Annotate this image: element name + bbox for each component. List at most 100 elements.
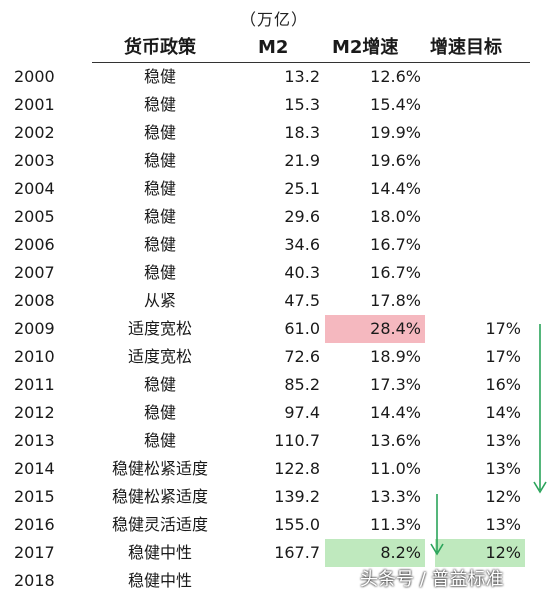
policy-cell: 适度宽松	[127, 347, 192, 366]
table-row: 2004 稳健 25.1 14.4%	[0, 175, 555, 203]
m2-cell: 47.5	[284, 291, 320, 310]
growth-cell: 8.2%	[325, 539, 425, 567]
policy-cell: 稳健灵活适度	[111, 515, 208, 534]
m2-cell: 15.3	[284, 95, 320, 114]
m2-cell: 110.7	[274, 431, 320, 450]
table-row: 2012 稳健 97.4 14.4% 14%	[0, 399, 555, 427]
growth-cell: 11.3%	[370, 515, 421, 534]
growth-cell: 12.6%	[370, 67, 421, 86]
growth-cell: 13.3%	[370, 487, 421, 506]
table-row: 2001 稳健 15.3 15.4%	[0, 91, 555, 119]
year-cell: 2016	[14, 515, 55, 534]
table-row: 2014 稳健松紧适度 122.8 11.0% 13%	[0, 455, 555, 483]
growth-cell: 17.3%	[370, 375, 421, 394]
column-header-growth: M2增速	[332, 37, 399, 58]
policy-cell: 稳健	[143, 151, 176, 170]
m2-cell: 34.6	[284, 235, 320, 254]
target-cell: 17%	[485, 347, 521, 366]
m2-cell: 155.0	[274, 515, 320, 534]
growth-cell: 18.0%	[370, 207, 421, 226]
m2-cell: 40.3	[284, 263, 320, 282]
growth-cell: 14.4%	[370, 179, 421, 198]
m2-cell: 21.9	[284, 151, 320, 170]
table-row: 2015 稳健松紧适度 139.2 13.3% 12%	[0, 483, 555, 511]
table-row: 2016 稳健灵活适度 155.0 11.3% 13%	[0, 511, 555, 539]
year-cell: 2014	[14, 459, 55, 478]
target-cell: 17%	[485, 319, 521, 338]
table-row: 2011 稳健 85.2 17.3% 16%	[0, 371, 555, 399]
policy-cell: 稳健中性	[127, 571, 192, 590]
growth-cell: 28.4%	[325, 315, 425, 343]
policy-cell: 从紧	[143, 291, 176, 310]
year-cell: 2012	[14, 403, 55, 422]
table-row: 2002 稳健 18.3 19.9%	[0, 119, 555, 147]
target-cell	[435, 231, 525, 259]
growth-cell: 16.7%	[370, 263, 421, 282]
year-cell: 2018	[14, 571, 55, 590]
table-row: 2013 稳健 110.7 13.6% 13%	[0, 427, 555, 455]
year-cell: 2006	[14, 235, 55, 254]
growth-cell: 19.6%	[370, 151, 421, 170]
growth-cell: 14.4%	[370, 403, 421, 422]
m2-cell: 13.2	[284, 67, 320, 86]
year-cell: 2004	[14, 179, 55, 198]
target-cell	[435, 63, 525, 91]
table-row: 2009 适度宽松 61.0 28.4% 17%	[0, 315, 555, 343]
header-divider	[92, 62, 530, 63]
policy-cell: 稳健	[143, 235, 176, 254]
unit-label: （万亿）	[240, 10, 309, 29]
target-cell	[435, 175, 525, 203]
column-header-policy: 货币政策	[124, 37, 196, 58]
policy-cell: 稳健	[143, 95, 176, 114]
growth-cell: 17.8%	[370, 291, 421, 310]
year-cell: 2011	[14, 375, 55, 394]
target-cell: 13%	[485, 431, 521, 450]
policy-cell: 稳健	[143, 431, 176, 450]
m2-cell: 29.6	[284, 207, 320, 226]
year-cell: 2015	[14, 487, 55, 506]
target-cell: 13%	[485, 515, 521, 534]
m2-cell: 139.2	[274, 487, 320, 506]
target-cell: 14%	[485, 403, 521, 422]
year-cell: 2002	[14, 123, 55, 142]
year-cell: 2009	[14, 319, 55, 338]
growth-cell: 18.9%	[370, 347, 421, 366]
table-row: 2018 稳健中性	[0, 567, 555, 595]
m2-cell: 122.8	[274, 459, 320, 478]
policy-cell: 稳健	[143, 403, 176, 422]
target-cell	[435, 91, 525, 119]
target-cell	[435, 287, 525, 315]
m2-cell: 97.4	[284, 403, 320, 422]
m2-cell	[240, 567, 320, 595]
m2-cell: 85.2	[284, 375, 320, 394]
target-cell: 16%	[485, 375, 521, 394]
table-row: 2006 稳健 34.6 16.7%	[0, 231, 555, 259]
target-cell	[435, 203, 525, 231]
year-cell: 2001	[14, 95, 55, 114]
policy-cell: 稳健松紧适度	[111, 487, 208, 506]
target-cell: 12%	[485, 487, 521, 506]
target-cell	[435, 119, 525, 147]
growth-cell: 15.4%	[370, 95, 421, 114]
target-cell	[435, 147, 525, 175]
year-cell: 2007	[14, 263, 55, 282]
target-cell: 12%	[435, 539, 525, 567]
year-cell: 2010	[14, 347, 55, 366]
table-row: 2010 适度宽松 72.6 18.9% 17%	[0, 343, 555, 371]
table-row: 2000 稳健 13.2 12.6%	[0, 63, 555, 91]
table-body: 2000 稳健 13.2 12.6% 2001 稳健 15.3 15.4% 2002 稳健 18.3…	[0, 63, 555, 595]
table-row: 2005 稳健 29.6 18.0%	[0, 203, 555, 231]
watermark: 头条号 / 普益标准	[360, 569, 504, 590]
downward-arrow-icon	[430, 494, 444, 556]
m2-cell: 25.1	[284, 179, 320, 198]
table-row: 2007 稳健 40.3 16.7%	[0, 259, 555, 287]
policy-cell: 稳健	[143, 375, 176, 394]
growth-cell: 11.0%	[370, 459, 421, 478]
year-cell: 2003	[14, 151, 55, 170]
table-row: 2017 稳健中性 167.7 8.2% 12%	[0, 539, 555, 567]
table-row: 2003 稳健 21.9 19.6%	[0, 147, 555, 175]
table-header: 货币政策 M2 M2增速 增速目标	[0, 34, 555, 62]
policy-cell: 稳健	[143, 263, 176, 282]
growth-cell: 13.6%	[370, 431, 421, 450]
growth-cell: 19.9%	[370, 123, 421, 142]
